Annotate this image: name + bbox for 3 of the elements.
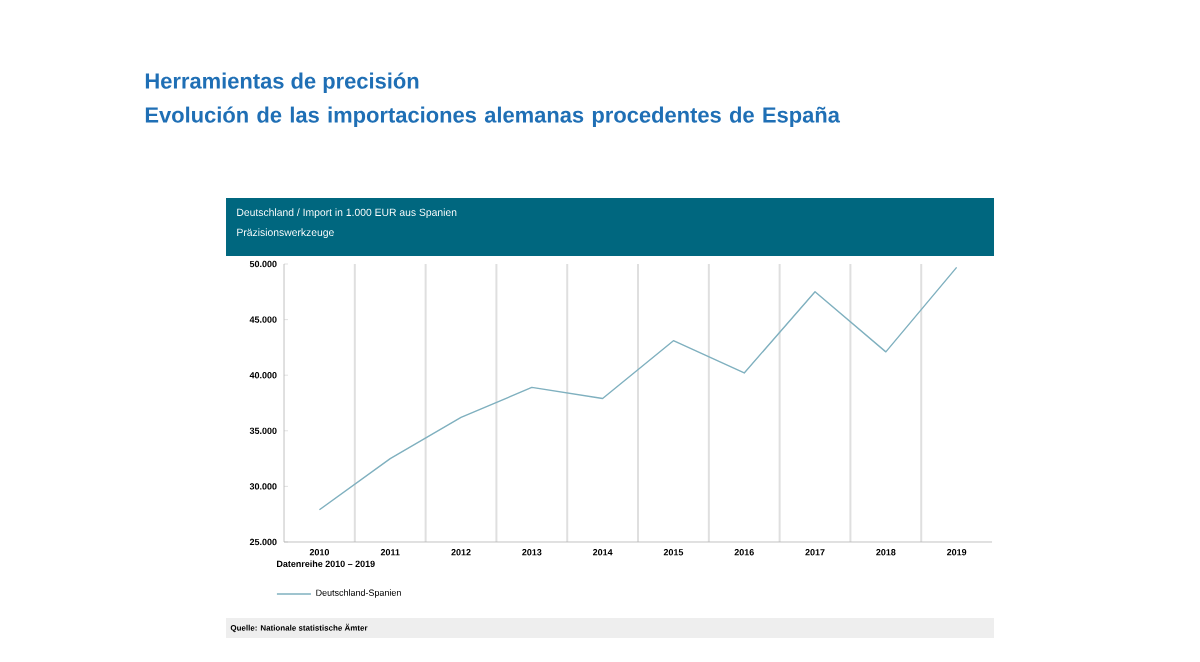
line-series [318,266,958,511]
chart-subtitle: Evolución de las importaciones alemanas procedentes de España [145,106,841,127]
chart-title: Herramientas de precisión [145,72,419,93]
